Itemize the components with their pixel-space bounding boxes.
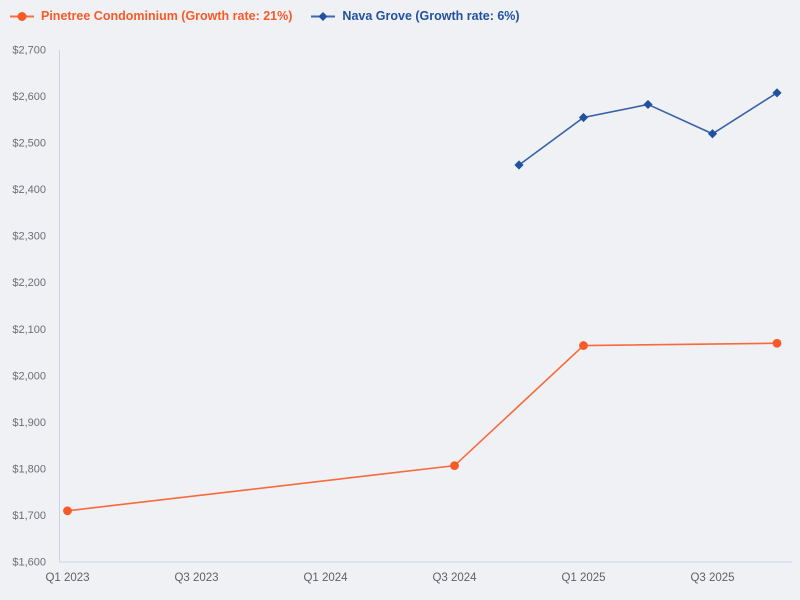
data-point-marker-nava-grove	[578, 112, 589, 123]
legend-label-pinetree-condominium: Pinetree Condominium (Growth rate: 21%)	[41, 9, 293, 23]
legend-item-nava-grove[interactable]: Nava Grove (Growth rate: 6%)	[311, 9, 520, 23]
data-point-marker-nava-grove	[707, 129, 718, 139]
y-tick-label: $1,800	[12, 463, 46, 475]
x-tick-label: Q3 2025	[690, 572, 734, 584]
chart-legend: Pinetree Condominium (Growth rate: 21%) …	[10, 9, 520, 23]
x-tick-label: Q3 2024	[432, 572, 477, 584]
data-point-marker-pinetree-condominium	[772, 338, 782, 348]
line-circle-marker-icon	[10, 11, 34, 22]
data-point-marker-nava-grove	[772, 88, 782, 98]
x-tick-label: Q1 2023	[45, 572, 89, 584]
x-tick-label: Q1 2025	[561, 572, 605, 584]
y-tick-label: $2,500	[12, 138, 46, 150]
y-tick-label: $2,200	[12, 277, 46, 289]
x-tick-label: Q3 2023	[174, 572, 218, 584]
data-point-marker-pinetree-condominium	[579, 341, 588, 350]
y-tick-label: $2,600	[12, 91, 46, 103]
data-point-marker-nava-grove	[514, 160, 524, 170]
y-tick-label: $2,100	[12, 324, 46, 336]
line-diamond-marker-icon	[311, 11, 336, 22]
y-tick-label: $2,700	[12, 45, 46, 57]
x-tick-label: Q1 2024	[303, 572, 348, 584]
legend-item-pinetree-condominium[interactable]: Pinetree Condominium (Growth rate: 21%)	[10, 9, 292, 23]
data-point-marker-pinetree-condominium	[450, 461, 459, 471]
y-tick-label: $1,900	[12, 417, 46, 429]
y-tick-label: $1,700	[12, 510, 46, 522]
y-tick-label: $1,600	[12, 557, 46, 569]
y-tick-label: $2,400	[12, 184, 46, 196]
data-point-marker-pinetree-condominium	[63, 506, 72, 516]
series-line-pinetree-condominium	[67, 342, 778, 512]
y-tick-label: $2,000	[12, 370, 46, 382]
y-tick-label: $2,300	[12, 231, 46, 243]
legend-label-nava-grove: Nava Grove (Growth rate: 6%)	[342, 9, 520, 23]
data-point-marker-nava-grove	[643, 99, 653, 110]
